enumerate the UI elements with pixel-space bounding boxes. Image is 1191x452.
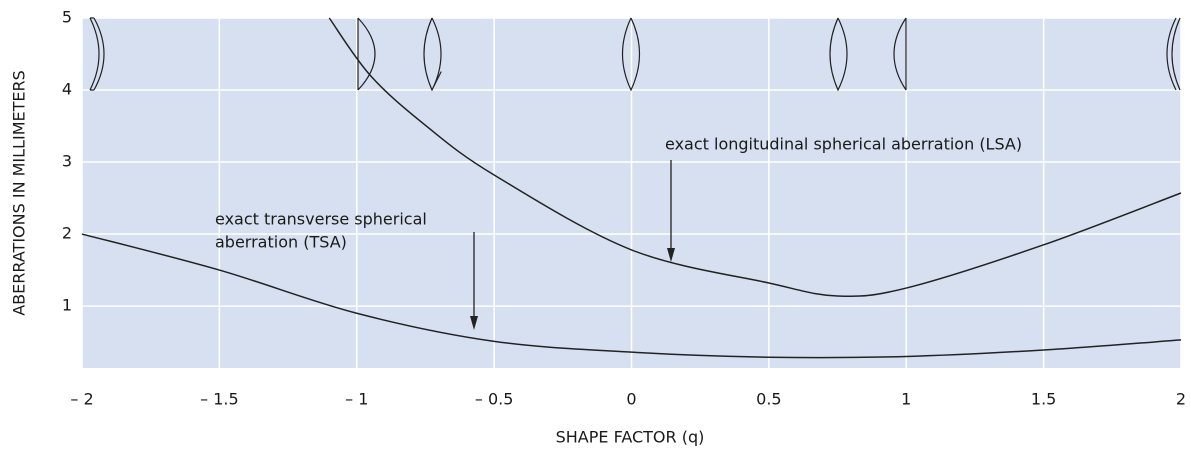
x-tick-label: 1 [901,390,911,409]
annotation-lsa: exact longitudinal spherical aberration … [665,135,1022,262]
annotation: exact transverse spherical [215,210,427,229]
y-tick-label: 5 [62,8,72,27]
lens [89,17,105,91]
y-axis-label: ABERRATIONS IN MILLIMETERS [10,70,29,316]
x-tick-label: – 1.5 [200,390,239,409]
arrow-head [470,316,478,330]
x-tick-label: – 2 [70,390,93,409]
x-tick-label: 1.5 [1031,390,1056,409]
series-line [328,17,1182,298]
y-tick-label: 2 [62,224,72,243]
lens-icons [89,17,1181,92]
x-tick-label: 0 [626,390,636,409]
annotation: aberration (TSA) [215,233,347,252]
series-line [81,233,1182,359]
x-tick-label: – 0.5 [475,390,514,409]
y-tick-label: 4 [62,80,72,99]
x-axis-label: SHAPE FACTOR (q) [556,428,705,447]
lens [1166,17,1181,91]
x-tick-label: – 1 [345,390,368,409]
x-tick-label: 0.5 [756,390,781,409]
lens [829,17,848,92]
curves [81,17,1182,359]
x-tick-label: 2 [1176,390,1186,409]
lens [357,17,376,91]
arrow-head [667,248,675,262]
lens [423,17,442,92]
lens [893,17,907,91]
y-tick-label: 1 [62,296,72,315]
y-tick-label: 3 [62,152,72,171]
lens [622,17,640,92]
annotation-tsa: exact transverse spherical aberration (T… [215,210,478,330]
annotation: exact longitudinal spherical aberration … [665,135,1022,154]
